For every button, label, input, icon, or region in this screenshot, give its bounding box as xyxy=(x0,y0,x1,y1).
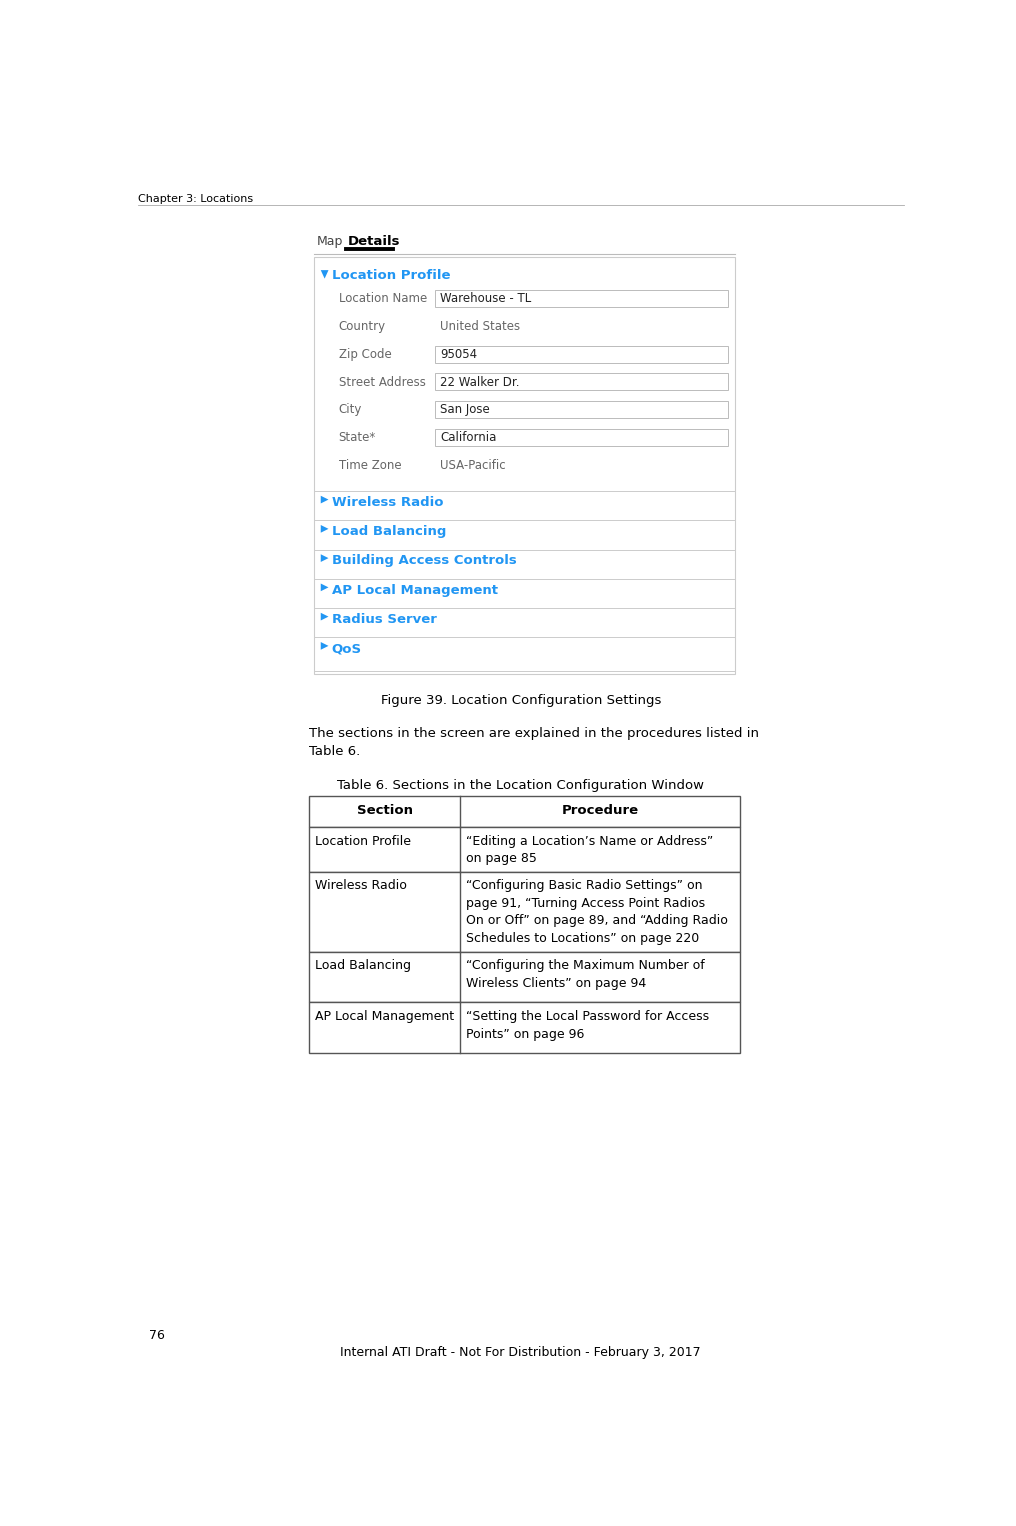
Text: Section: Section xyxy=(357,804,412,816)
Polygon shape xyxy=(321,642,328,650)
Polygon shape xyxy=(321,583,328,591)
FancyBboxPatch shape xyxy=(309,1003,740,1053)
Text: AP Local Management: AP Local Management xyxy=(331,583,498,597)
Text: Wireless Radio: Wireless Radio xyxy=(331,496,443,508)
Text: “Configuring Basic Radio Settings” on
page 91, “Turning Access Point Radios
On o: “Configuring Basic Radio Settings” on pa… xyxy=(466,879,728,945)
Text: Country: Country xyxy=(338,320,386,333)
Text: United States: United States xyxy=(440,320,520,333)
Text: AP Local Management: AP Local Management xyxy=(315,1010,454,1022)
Text: USA-Pacific: USA-Pacific xyxy=(440,459,506,472)
FancyBboxPatch shape xyxy=(436,345,727,363)
Text: Location Profile: Location Profile xyxy=(332,270,451,282)
Text: Procedure: Procedure xyxy=(562,804,639,816)
FancyBboxPatch shape xyxy=(436,401,727,418)
Text: Warehouse - TL: Warehouse - TL xyxy=(440,293,531,305)
Text: Building Access Controls: Building Access Controls xyxy=(331,554,516,568)
Polygon shape xyxy=(321,525,328,533)
Text: 76: 76 xyxy=(148,1329,165,1341)
FancyBboxPatch shape xyxy=(436,290,727,307)
Polygon shape xyxy=(321,613,328,621)
Text: San Jose: San Jose xyxy=(440,403,490,417)
Text: “Editing a Location’s Name or Address”
on page 85: “Editing a Location’s Name or Address” o… xyxy=(466,835,713,865)
Text: Internal ATI Draft - Not For Distribution - February 3, 2017: Internal ATI Draft - Not For Distributio… xyxy=(340,1346,701,1358)
Text: Wireless Radio: Wireless Radio xyxy=(315,879,407,893)
Text: Location Name: Location Name xyxy=(338,293,427,305)
Text: 95054: 95054 xyxy=(440,348,478,362)
Text: California: California xyxy=(440,430,497,444)
FancyBboxPatch shape xyxy=(309,797,740,827)
Text: Chapter 3: Locations: Chapter 3: Locations xyxy=(138,194,253,204)
Text: Zip Code: Zip Code xyxy=(338,348,391,362)
Text: Radius Server: Radius Server xyxy=(331,613,437,626)
Polygon shape xyxy=(321,554,328,562)
Text: Location Profile: Location Profile xyxy=(315,835,411,847)
FancyBboxPatch shape xyxy=(309,952,740,1003)
Text: Figure 39. Location Configuration Settings: Figure 39. Location Configuration Settin… xyxy=(381,694,660,708)
Text: Details: Details xyxy=(347,235,400,249)
Text: The sections in the screen are explained in the procedures listed in
Table 6.: The sections in the screen are explained… xyxy=(309,726,759,758)
Text: “Setting the Local Password for Access
Points” on page 96: “Setting the Local Password for Access P… xyxy=(466,1010,709,1041)
Text: Table 6. Sections in the Location Configuration Window: Table 6. Sections in the Location Config… xyxy=(337,780,704,792)
Text: State*: State* xyxy=(338,430,376,444)
Text: Street Address: Street Address xyxy=(338,375,426,389)
FancyBboxPatch shape xyxy=(436,429,727,446)
Text: 22 Walker Dr.: 22 Walker Dr. xyxy=(440,375,519,389)
Text: Load Balancing: Load Balancing xyxy=(315,960,411,972)
FancyBboxPatch shape xyxy=(436,374,727,391)
Polygon shape xyxy=(321,496,328,504)
Text: Time Zone: Time Zone xyxy=(338,459,401,472)
FancyBboxPatch shape xyxy=(309,871,740,952)
FancyBboxPatch shape xyxy=(309,827,740,871)
Polygon shape xyxy=(321,270,328,279)
Text: Map: Map xyxy=(317,235,343,249)
Text: “Configuring the Maximum Number of
Wireless Clients” on page 94: “Configuring the Maximum Number of Wirel… xyxy=(466,960,705,990)
Text: Load Balancing: Load Balancing xyxy=(331,525,446,539)
Text: QoS: QoS xyxy=(331,642,362,655)
Text: City: City xyxy=(338,403,362,417)
